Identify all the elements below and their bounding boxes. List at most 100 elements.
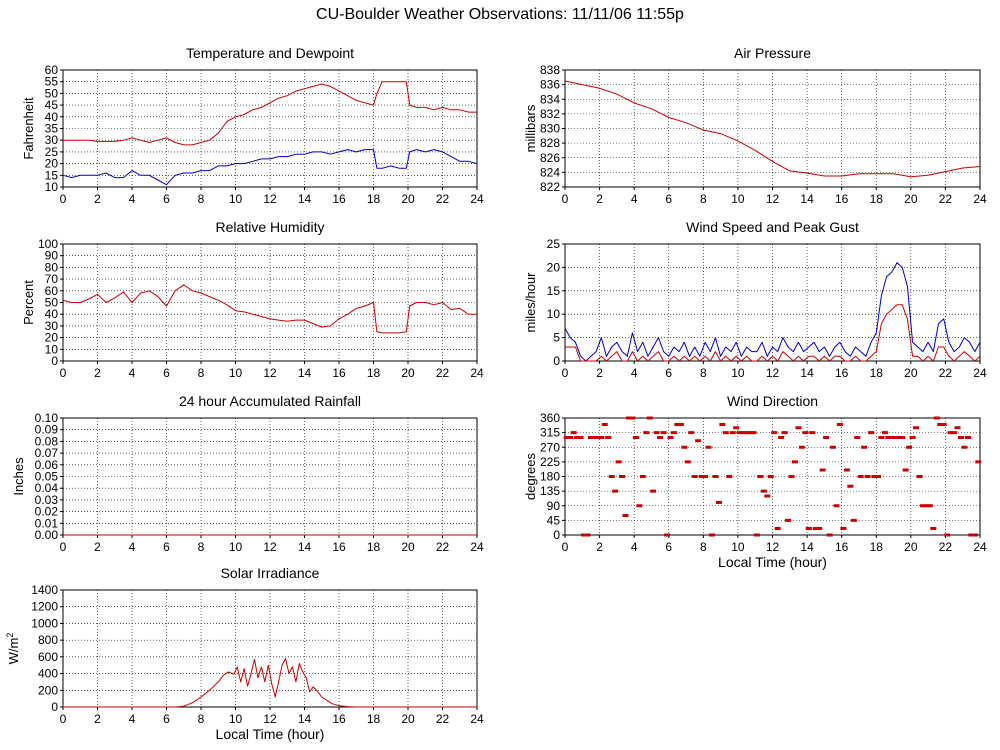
data-point — [791, 460, 798, 464]
data-point — [812, 527, 819, 530]
plot-frame — [62, 589, 478, 708]
x-tick-label: 12 — [766, 192, 780, 206]
data-point — [802, 431, 809, 435]
x-tick-label: 0 — [60, 712, 67, 726]
y-tick-label: 822 — [540, 180, 560, 194]
data-point — [719, 423, 726, 426]
data-point — [622, 514, 629, 517]
data-point — [878, 436, 885, 439]
data-point — [615, 460, 622, 464]
x-tick-label: 22 — [436, 192, 450, 206]
data-point — [646, 416, 653, 420]
data-point — [954, 426, 961, 430]
x-tick-label: 24 — [973, 540, 987, 554]
y-tick-label: 35 — [45, 122, 59, 136]
x-tick-label: 6 — [665, 540, 672, 554]
x-tick-label: 6 — [163, 366, 170, 380]
x-tick-label: 0 — [562, 366, 569, 380]
y-tick-label: 20 — [45, 331, 59, 345]
x-tick-label: 24 — [470, 712, 484, 726]
data-point — [736, 431, 743, 435]
x-tick-label: 4 — [129, 712, 136, 726]
x-tick-label: 22 — [436, 712, 450, 726]
data-point — [823, 436, 830, 439]
data-point — [778, 436, 785, 439]
data-point — [702, 475, 709, 478]
data-point — [705, 445, 712, 449]
x-tick-label: 8 — [198, 712, 205, 726]
y-tick-label: 0 — [51, 354, 58, 368]
x-tick-label: 22 — [939, 192, 953, 206]
y-tick-label: 60 — [45, 284, 59, 298]
data-point — [664, 533, 671, 537]
y-tick-label: 100 — [38, 237, 58, 251]
data-point — [805, 527, 812, 530]
x-axis-label: Local Time (hour) — [216, 726, 325, 742]
data-point — [902, 468, 909, 472]
data-point — [636, 504, 643, 508]
x-tick-label: 16 — [332, 540, 346, 554]
chart-title: 24 hour Accumulated Rainfall — [179, 393, 361, 409]
chart-title: Temperature and Dewpoint — [186, 45, 354, 61]
y-tick-label: 830 — [540, 122, 560, 136]
data-point — [747, 431, 754, 435]
x-tick-label: 18 — [367, 192, 381, 206]
y-tick-label: 15 — [45, 168, 59, 182]
data-point — [881, 431, 888, 435]
x-tick-label: 14 — [800, 366, 814, 380]
data-point — [729, 431, 736, 435]
y-tick-label: 0.02 — [35, 505, 59, 519]
data-point — [944, 533, 951, 537]
x-tick-label: 20 — [401, 366, 415, 380]
y-tick-label: 225 — [540, 455, 560, 469]
x-tick-label: 8 — [198, 540, 205, 554]
x-tick-label: 2 — [94, 192, 101, 206]
y-tick-label: 10 — [547, 307, 561, 321]
x-tick-label: 8 — [700, 192, 707, 206]
data-line-series-1 — [565, 304, 981, 362]
data-point — [670, 431, 677, 435]
x-tick-label: 0 — [562, 540, 569, 554]
x-tick-label: 22 — [939, 366, 953, 380]
x-tick-label: 12 — [263, 366, 277, 380]
x-tick-label: 10 — [229, 712, 243, 726]
x-tick-label: 4 — [631, 366, 638, 380]
x-tick-label: 16 — [835, 540, 849, 554]
x-tick-label: 20 — [401, 192, 415, 206]
y-tick-label: 0.05 — [35, 470, 59, 484]
chart-title: Relative Humidity — [216, 219, 325, 235]
data-point — [899, 436, 906, 439]
y-tick-label: 832 — [540, 107, 560, 121]
y-tick-label: 30 — [45, 133, 59, 147]
data-point — [684, 460, 691, 464]
x-tick-label: 2 — [94, 712, 101, 726]
data-point — [650, 489, 657, 493]
x-tick-label: 14 — [800, 540, 814, 554]
y-tick-label: 50 — [45, 296, 59, 310]
data-point — [816, 527, 823, 530]
y-axis-label: Fahrenheit — [21, 97, 36, 160]
y-tick-label: 824 — [540, 165, 560, 179]
data-point — [774, 527, 781, 530]
x-tick-label: 8 — [700, 366, 707, 380]
y-tick-label: 0 — [51, 700, 58, 714]
data-point — [674, 423, 681, 426]
x-tick-label: 16 — [332, 712, 346, 726]
y-tick-label: 10 — [45, 342, 59, 356]
x-tick-label: 6 — [665, 366, 672, 380]
y-tick-label: 1000 — [31, 616, 58, 630]
data-point — [612, 489, 619, 493]
data-point — [740, 431, 747, 435]
data-point — [930, 527, 937, 530]
x-tick-label: 10 — [229, 192, 243, 206]
x-tick-label: 8 — [700, 540, 707, 554]
y-tick-label: 45 — [547, 513, 561, 527]
data-line-series-0 — [62, 284, 477, 334]
x-tick-label: 18 — [870, 192, 884, 206]
data-point — [843, 468, 850, 472]
data-point — [567, 436, 574, 439]
